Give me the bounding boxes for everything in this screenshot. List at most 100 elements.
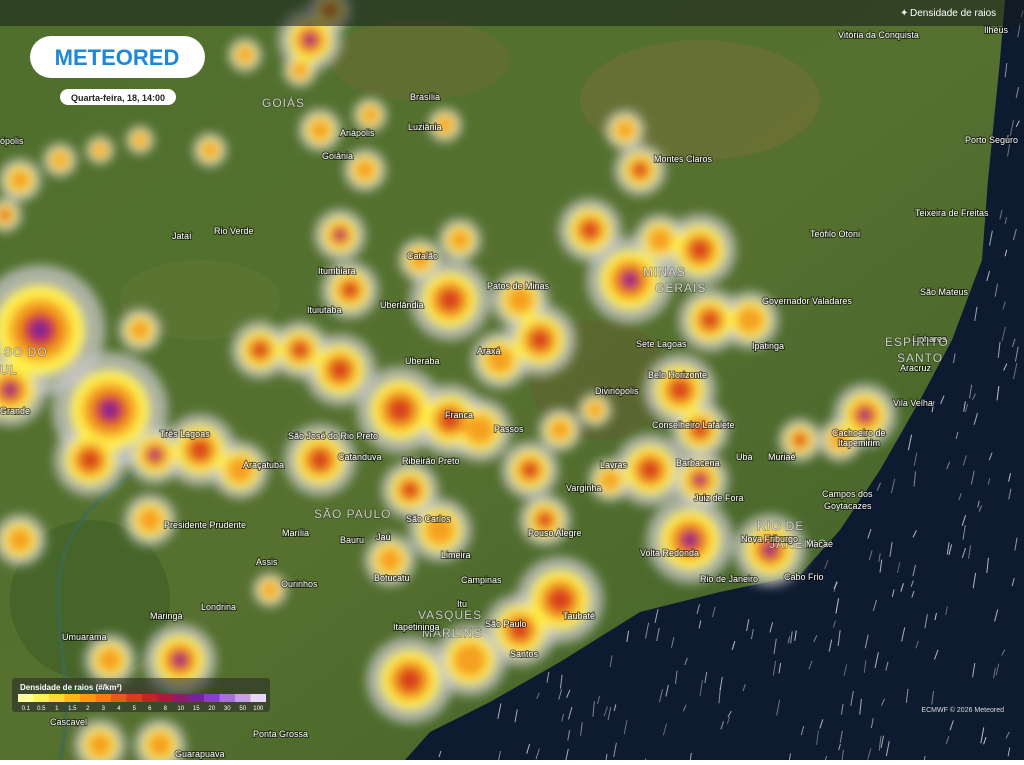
wind-streak	[731, 641, 736, 650]
density-cell	[4, 384, 16, 396]
wind-streak	[1014, 537, 1018, 551]
wind-streak	[535, 748, 540, 760]
city-label: Catalão	[407, 251, 438, 261]
wind-streak	[833, 581, 838, 590]
wind-streak	[1007, 747, 1011, 757]
legend-swatch	[157, 694, 173, 702]
city-label: Cachoeiro de	[832, 428, 886, 438]
legend-label: 30	[224, 706, 231, 712]
wind-streak	[1011, 577, 1015, 587]
legend-title: Densidade de raios (#/km²)	[20, 683, 122, 692]
wind-streak	[623, 720, 628, 735]
density-cell	[509, 619, 531, 641]
wind-streak	[872, 599, 877, 612]
density-cell	[537, 512, 553, 528]
wind-streak	[776, 699, 781, 716]
wind-streak	[874, 652, 879, 669]
wind-streak	[912, 564, 916, 577]
city-label: Três Lagoas	[160, 429, 210, 439]
density-cell	[695, 475, 705, 485]
density-cell	[87, 732, 113, 758]
wind-streak	[905, 688, 909, 703]
city-label: Jataí	[172, 231, 192, 241]
legend-label: 5	[133, 706, 137, 712]
wind-streak	[833, 581, 838, 593]
wind-streak	[978, 505, 983, 512]
legend-label: 0.1	[22, 706, 31, 712]
density-cell	[529, 329, 551, 351]
logo-pill[interactable]	[30, 36, 205, 78]
legend-label: 15	[193, 706, 200, 712]
density-cell	[236, 46, 254, 64]
wind-streak	[658, 689, 663, 703]
place-labels: Vitória da Conquista Ilhéus Brasília GOIÁS A…	[0, 24, 1019, 760]
state-label: GOIÁS	[262, 95, 305, 110]
top-bar	[0, 0, 1024, 26]
density-cell	[147, 732, 173, 758]
wind-streak	[800, 725, 805, 736]
city-label: Barbacena	[676, 458, 720, 468]
legend-label: 2	[86, 706, 90, 712]
city-label: Muriaé	[768, 452, 796, 462]
wind-streak	[438, 750, 442, 758]
city-label: Rio Verde	[214, 226, 254, 236]
state-label: UL	[0, 363, 17, 377]
wind-streak	[750, 628, 754, 640]
legend-label: 50	[239, 706, 246, 712]
legend-label: 0.5	[37, 706, 46, 712]
city-label: Ubá	[736, 452, 753, 462]
state-label: MARLINS	[422, 626, 482, 640]
city-label: Bauru	[340, 535, 364, 545]
legend-swatch	[18, 694, 34, 702]
wind-streak	[839, 730, 843, 744]
density-cell	[639, 459, 661, 481]
wind-streak	[837, 630, 841, 646]
lightning-density	[0, 0, 897, 765]
wind-streak	[613, 704, 617, 712]
wind-streak	[994, 609, 999, 622]
density-cell	[309, 119, 331, 141]
wind-streak	[662, 723, 668, 736]
city-label: Araçatuba	[243, 460, 284, 470]
city-label: São Carlos	[406, 514, 451, 524]
wind-streak	[867, 528, 872, 539]
density-cell	[133, 133, 147, 147]
wind-streak	[910, 580, 914, 587]
wind-streak	[1005, 731, 1010, 739]
density-cell	[599, 469, 621, 491]
wind-streak	[963, 401, 966, 412]
density-cell	[354, 159, 376, 181]
density-cell	[341, 281, 359, 299]
wind-streak	[859, 698, 862, 715]
wind-streak	[727, 710, 732, 718]
logo[interactable]: METEORED	[55, 45, 180, 70]
state-label: RIO DE	[757, 519, 804, 533]
wind-streak	[940, 395, 945, 404]
city-label: Aracruz	[900, 363, 932, 373]
wind-streak	[964, 403, 969, 413]
wind-streak	[868, 550, 873, 561]
wind-streak	[835, 598, 840, 614]
wind-streak	[901, 627, 906, 642]
wind-streak	[1015, 120, 1020, 128]
city-label: Itapemirim	[838, 438, 880, 448]
wind-streak	[961, 547, 967, 559]
wind-streak	[1008, 473, 1012, 482]
wind-streak	[838, 743, 841, 751]
city-label: Ribeirão Preto	[402, 456, 460, 466]
wind-streak	[962, 524, 966, 540]
legend-label: 1	[55, 706, 59, 712]
wind-streak	[952, 353, 956, 364]
wind-streak	[948, 544, 953, 556]
density-cell	[397, 667, 423, 693]
city-label: Londrina	[201, 602, 236, 612]
wind-streak	[934, 649, 939, 660]
state-label: SO DO	[4, 345, 48, 359]
city-label: Montes Claros	[654, 154, 713, 164]
density-cell	[291, 61, 309, 79]
wind-streak	[994, 283, 999, 297]
city-label: Patos de Minas	[487, 281, 550, 291]
wind-streak	[609, 655, 613, 668]
wind-streak	[971, 393, 976, 400]
density-cell	[623, 273, 637, 287]
